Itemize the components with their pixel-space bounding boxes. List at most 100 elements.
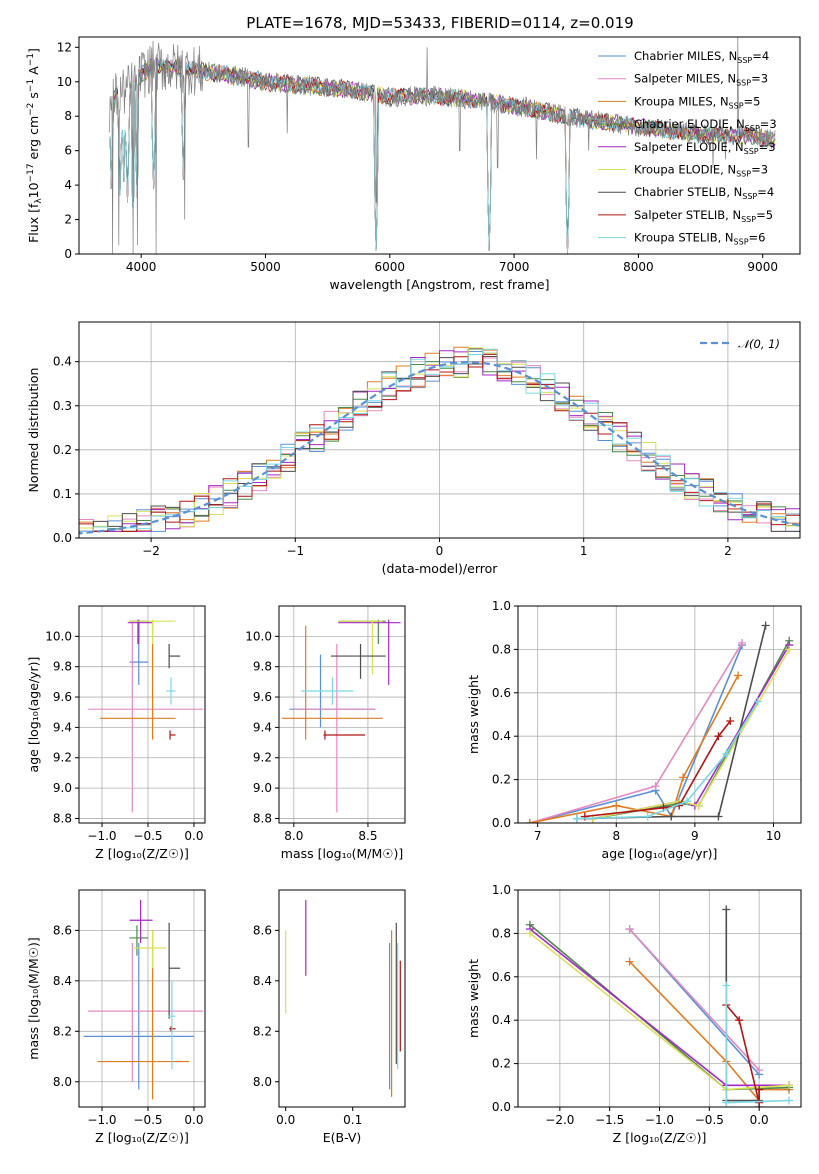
legend-value: =6 — [749, 231, 766, 245]
legend-sub: SSP — [737, 56, 752, 65]
x-axis-label: wavelength [Angstrom, rest frame] — [329, 277, 549, 292]
frame-weight_vs_age: 7 8 9 10 0.0 0.2 0.4 0.6 0.8 1.0 age [log₁₀(age/yr… — [466, 599, 802, 861]
errorbar — [330, 643, 386, 679]
model-spectrum — [109, 59, 776, 254]
legend-name: Chabrier ELODIE, N — [634, 117, 745, 131]
y-tick-label: 0.3 — [53, 399, 72, 413]
legend-label: Chabrier MILES, NSSP=4 — [634, 49, 769, 65]
legend-value: =4 — [757, 185, 774, 199]
legend-name: Kroupa ELODIE, N — [634, 163, 736, 177]
legend-sub: SSP — [742, 192, 757, 201]
y-tick-label: 8.2 — [53, 1024, 72, 1038]
x-tick-label: 0.0 — [750, 1113, 769, 1127]
errorbar — [281, 625, 383, 740]
y-tick-label: 0.0 — [492, 1100, 511, 1114]
plot-area-spectrum — [108, 37, 776, 254]
x-tick-label: 2 — [724, 544, 732, 558]
weight-marker — [572, 814, 581, 823]
weight-line — [725, 909, 760, 1107]
y-tick-label: 0.4 — [492, 1013, 511, 1027]
y-tick-label: 8.4 — [53, 974, 72, 988]
y-tick-label: 0.6 — [492, 686, 511, 700]
y-tick-label: 8.2 — [253, 1024, 272, 1038]
legend-label: Salpeter ELODIE, NSSP=3 — [634, 140, 776, 156]
axes-weight_vs_Z: −2.0 −1.5 −1.0 −0.5 0.0 0.0 0.2 0.4 0.6 0.8 1.0 Z [… — [466, 883, 802, 1145]
y-tick-label: 10 — [57, 75, 72, 89]
x-tick-label: 1 — [580, 544, 588, 558]
legend-label: 𝒩(0, 1) — [738, 337, 780, 351]
legend-sub: SSP — [734, 238, 749, 247]
errorbar — [323, 730, 365, 740]
x-axis-label: E(B-V) — [323, 1130, 362, 1145]
legend-name: Kroupa MILES, N — [634, 94, 729, 108]
x-tick-label: 8 — [612, 829, 620, 843]
y-tick-label: 0.0 — [492, 816, 511, 830]
frame-age_vs_Z: −1.0 −0.5 0.0 8.8 9.0 9.2 9.4 9.6 9.8 10.0 Z [log₁… — [26, 605, 206, 861]
y-axis-label: Normed distribution — [26, 368, 41, 493]
errorbar — [169, 730, 176, 740]
errorbar — [301, 677, 354, 705]
weight-marker — [734, 671, 743, 680]
weight-line — [529, 644, 743, 823]
y-tick-label: 9.4 — [253, 720, 272, 734]
axes-mass_vs_Z: −1.0 −0.5 0.0 8.0 8.2 8.4 8.6 Z [log₁₀(Z/Z☉)] ma… — [26, 889, 206, 1145]
errorbar — [338, 619, 401, 685]
legend-label: Salpeter STELIB, NSSP=5 — [634, 208, 773, 224]
weight-marker — [722, 1098, 731, 1107]
legend-label: Chabrier ELODIE, NSSP=3 — [634, 117, 777, 133]
y-tick-label: 2 — [64, 213, 72, 227]
y-tick-label: 1.0 — [492, 883, 511, 897]
weight-line — [584, 720, 731, 818]
errorbar — [338, 619, 383, 675]
legend-sub: SSP — [729, 101, 744, 110]
legend-name: Chabrier MILES, N — [634, 49, 737, 63]
legend-label: Salpeter MILES, NSSP=3 — [634, 72, 768, 88]
y-axis-label-part: −2 — [26, 103, 36, 116]
errorbar — [168, 922, 181, 1019]
x-tick-label: 0.0 — [276, 1113, 295, 1127]
weight-marker — [667, 812, 676, 821]
y-tick-label: 8.0 — [53, 1075, 72, 1089]
weight-line — [629, 928, 760, 1071]
legend-value: =5 — [756, 208, 773, 222]
x-axis-label: (data-model)/error — [382, 561, 499, 576]
plot-area-weight_vs_age — [525, 621, 794, 823]
legend-name: Kroupa STELIB, N — [634, 231, 734, 245]
weight-marker — [785, 1081, 794, 1090]
axes-spectrum: 4000 5000 6000 7000 8000 9000 0 2 4 6 8 10 12 wavelen… — [26, 36, 801, 292]
weight-line — [592, 648, 790, 820]
x-axis-label: Z [log₁₀(Z/Z☉)] — [95, 846, 189, 861]
weight-marker — [643, 812, 652, 821]
legend-value: =4 — [752, 49, 769, 63]
x-tick-label: 8000 — [623, 260, 654, 274]
y-axis-label: mass weight — [466, 959, 481, 1038]
x-tick-label: 8.5 — [358, 829, 377, 843]
weight-line — [592, 644, 790, 820]
frame-mass_vs_ebv: 0.0 0.1 8.0 8.2 8.4 8.6 E(B-V) — [253, 889, 406, 1145]
y-axis-label-part: s — [26, 92, 41, 103]
y-tick-label: 0.2 — [53, 443, 72, 457]
x-tick-label: 7000 — [499, 260, 530, 274]
errorbar — [97, 930, 190, 1100]
legend-name: Salpeter STELIB, N — [634, 208, 741, 222]
axes-residuals: −2 −1 0 1 2 0.0 0.1 0.2 0.3 0.4 (data-model)/error… — [26, 321, 801, 576]
y-tick-label: 0.1 — [53, 487, 72, 501]
x-axis-label: age [log₁₀(age/yr)] — [602, 846, 718, 861]
errorbar — [129, 619, 176, 644]
weight-line — [529, 675, 739, 823]
y-axis-label-part: A — [26, 66, 41, 79]
legend-value: =3 — [751, 163, 768, 177]
weight-marker — [625, 925, 634, 934]
x-tick-label: 0 — [436, 544, 444, 558]
legend-label: Chabrier STELIB, NSSP=4 — [634, 185, 774, 201]
legend-sub: SSP — [741, 215, 756, 224]
x-tick-label: −1.0 — [87, 829, 116, 843]
model-spectrum — [109, 58, 776, 254]
y-axis-label-part: ] — [26, 48, 41, 53]
spectrum-title: PLATE=1678, MJD=53433, FIBERID=0114, z=0… — [246, 14, 633, 32]
weight-marker — [694, 801, 703, 810]
weight-marker — [525, 819, 534, 823]
errorbar — [88, 942, 204, 1082]
